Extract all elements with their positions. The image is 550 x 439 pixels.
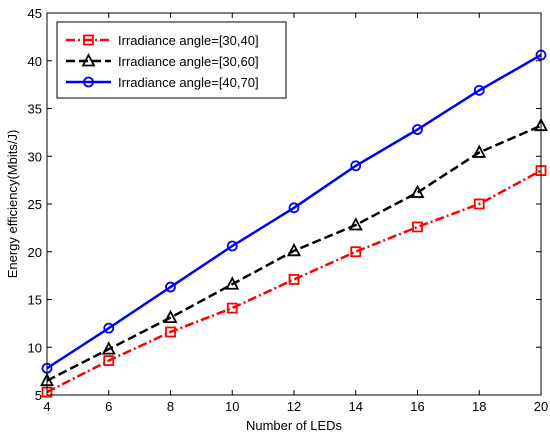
y-axis-label: Energy efficiency(Mbits/J) (5, 130, 20, 279)
series-3-point (103, 322, 115, 334)
x-tick-label: 8 (167, 399, 174, 414)
x-tick-label: 4 (43, 399, 50, 414)
series-1-point (103, 355, 115, 367)
x-tick-label: 16 (410, 399, 424, 414)
x-axis-label: Number of LEDs (246, 418, 343, 433)
series-3-point (288, 202, 300, 214)
series-2-point (163, 309, 178, 324)
y-tick-label: 10 (28, 340, 42, 355)
axis-ticks: 4 6 8 10 12 14 16 18 20 5 10 15 20 25 30 35 40 45 (28, 6, 549, 414)
x-tick-label: 10 (225, 399, 239, 414)
series-1-point (412, 221, 423, 233)
legend-label-3: Irradiance angle=[40,70] (118, 75, 259, 90)
series-2 (40, 117, 548, 387)
y-tick-label: 20 (28, 245, 42, 260)
y-tick-label: 5 (35, 388, 42, 403)
series-2-line (46, 124, 542, 382)
series-3-point (165, 281, 176, 293)
legend-label-1: Irradiance angle=[30,40] (118, 33, 259, 48)
legend-label-2: Irradiance angle=[30,60] (118, 54, 259, 69)
series-3-point (350, 160, 362, 172)
y-tick-label: 40 (28, 54, 42, 69)
y-tick-label: 35 (28, 102, 42, 117)
series-1-point (165, 326, 176, 338)
x-tick-label: 20 (534, 399, 548, 414)
legend-marker-3 (83, 76, 94, 88)
series-1-point (288, 274, 300, 285)
x-tick-label: 14 (349, 399, 363, 414)
series-2-point (472, 144, 487, 158)
series-1 (41, 165, 547, 398)
series-3-point (473, 84, 485, 96)
series-2-point (101, 341, 116, 355)
series-2-point (348, 217, 363, 231)
series-1-line (46, 169, 542, 394)
series-1-point (350, 246, 362, 258)
x-tick-label: 18 (472, 399, 486, 414)
series-2-point (225, 276, 240, 290)
legend-marker-2 (81, 53, 96, 67)
series-1-point (226, 302, 238, 314)
series-3-point (412, 124, 423, 135)
y-tick-label: 30 (28, 149, 42, 164)
series-3-line (46, 53, 542, 370)
series-1-point (473, 198, 485, 210)
series-2-point (287, 242, 301, 257)
x-tick-label: 12 (287, 399, 301, 414)
series-2-point (410, 184, 425, 198)
y-tick-label: 15 (28, 293, 42, 308)
x-tick-label: 6 (105, 399, 112, 414)
y-tick-label: 25 (28, 197, 42, 212)
legend-marker-1 (83, 34, 94, 46)
legend: Irradiance angle=[30,40] Irradiance angle… (56, 21, 287, 99)
series-3-point (226, 240, 238, 252)
y-tick-label: 45 (28, 6, 42, 21)
